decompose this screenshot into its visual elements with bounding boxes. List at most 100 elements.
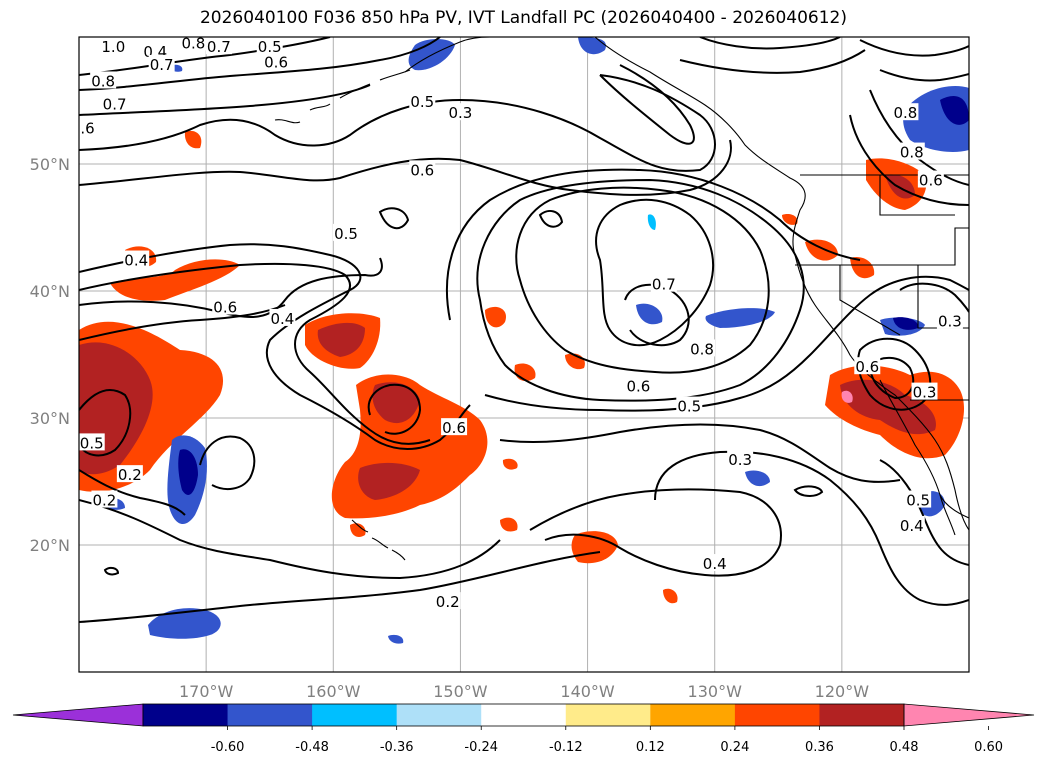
contour-label-background [79, 433, 105, 451]
positive-anomaly-region [850, 256, 875, 279]
contour-line [79, 304, 286, 341]
colorbar-segment [143, 704, 229, 726]
contour-label: 0.4 [124, 252, 148, 270]
contour-line [899, 282, 969, 313]
contour-label: 0.4 [703, 555, 727, 573]
hawaii-islands [351, 519, 406, 561]
negative-anomaly-region [636, 303, 663, 325]
map-title: 2026040100 F036 850 hPa PV, IVT Landfall… [199, 8, 847, 28]
contour-label-background [898, 142, 925, 160]
contour-label-background [100, 37, 127, 55]
contour-label-background [333, 223, 359, 241]
contour-label-background [676, 396, 703, 414]
colorbar-segment [481, 704, 567, 726]
contour-label: 0.6 [919, 172, 943, 190]
contour-line [103, 566, 120, 576]
state-border [795, 227, 969, 266]
colorbar-segment [312, 704, 398, 726]
contour-label-background [256, 37, 283, 55]
contour-line [476, 178, 805, 402]
contour-line [79, 74, 716, 172]
contour-label-background [90, 71, 117, 89]
contour-label: 1.0 [101, 38, 125, 56]
colorbar-segment [650, 704, 736, 726]
contour-label-background [727, 449, 754, 467]
longitude-labels: 170°W 160°W 150°W 140°W 130°W 120°W [179, 682, 869, 701]
contour-label-background [905, 490, 932, 508]
aleutian-islands [274, 69, 411, 124]
latitude-label: 50°N [30, 155, 70, 174]
contour-line [595, 198, 714, 347]
contour-line [378, 207, 410, 230]
contour-label: 0.4 [900, 517, 924, 535]
contour-label: 0.6 [213, 299, 237, 317]
negative-anomaly-core [940, 96, 969, 125]
contour-label-background [205, 37, 232, 55]
contour-line [79, 389, 132, 457]
colorbar-tick-label: -0.36 [380, 740, 414, 755]
longitude-label: 120°W [815, 682, 870, 701]
contour-label-background [409, 160, 436, 178]
contour-label-background [689, 339, 715, 357]
contour-label-background [434, 592, 461, 610]
colorbar-segment [396, 704, 482, 726]
contour-label-background [116, 465, 143, 483]
latitude-label: 40°N [30, 282, 70, 301]
pv-contours [79, 37, 969, 623]
colorbar-extend-min [12, 703, 144, 727]
contour-label: 0.2 [92, 492, 116, 510]
latitude-label: 20°N [30, 536, 70, 555]
contour-label: 0.8 [893, 104, 917, 122]
negative-anomaly-region [148, 608, 221, 639]
contour-line [484, 275, 969, 412]
state-border [839, 265, 901, 336]
contour-label-background [123, 250, 150, 268]
contour-line [79, 84, 371, 116]
positive-anomaly-region [110, 259, 240, 301]
negative-anomaly-region [745, 470, 770, 487]
contour-label: 0.8 [900, 144, 924, 162]
contour-line [654, 450, 969, 606]
colorbar-segment [227, 704, 313, 726]
longitude-label: 170°W [179, 682, 234, 701]
colorbar-tick-label: 0.48 [890, 740, 919, 755]
positive-anomaly-region [184, 130, 202, 149]
contour-label: 0.5 [677, 398, 701, 416]
contour-line [446, 168, 861, 321]
latitude-labels: 50°N 40°N 30°N 20°N [30, 155, 70, 555]
contour-line [699, 37, 841, 50]
contour-label: 0.3 [728, 451, 752, 469]
contour-label: 0.2 [436, 593, 460, 611]
positive-anomaly-region [782, 214, 798, 225]
map-plot-area [79, 37, 969, 672]
contour-label-background [650, 274, 677, 292]
positive-anomaly-region [485, 306, 506, 328]
contour-label-background [441, 418, 468, 436]
contour-line [79, 37, 441, 91]
positive-anomaly-region [500, 517, 518, 532]
positive-anomaly-region [663, 588, 678, 604]
longitude-label: 140°W [560, 682, 615, 701]
contour-label: 0.5 [80, 434, 104, 452]
colorbar-tick-label: -0.12 [549, 740, 583, 755]
longitude-label: 130°W [688, 682, 743, 701]
contour-labels: 1.00.80.70.60.40.70.8 0.7 0.50.60.50.30.60… [79, 37, 963, 611]
map-frame [78, 36, 970, 673]
contour-line [529, 488, 782, 577]
contour-label: 0.2 [118, 466, 142, 484]
contour-line [599, 64, 695, 145]
contour-line [79, 551, 601, 623]
contour-line [79, 499, 501, 580]
contour-line [79, 257, 383, 318]
contour-label: 0.3 [913, 384, 937, 402]
colorbar-tick-label: 0.36 [805, 740, 834, 755]
contour-label-background [892, 103, 919, 121]
negative-anomaly-region [705, 308, 775, 328]
contour-label: 0.7 [652, 276, 676, 294]
contour-label-background [180, 37, 207, 51]
contour-label-background [701, 554, 728, 572]
contour-label-background [79, 118, 96, 136]
contour-label-background [854, 357, 881, 375]
contour-line [79, 262, 431, 445]
